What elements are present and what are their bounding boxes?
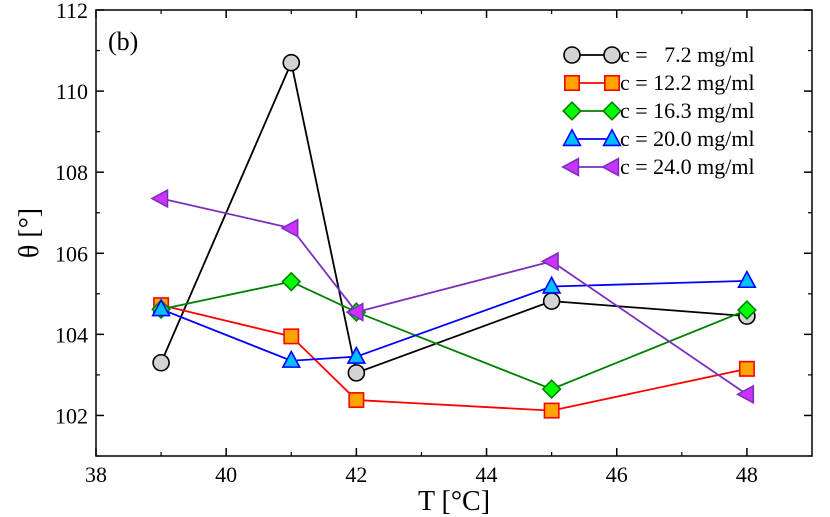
legend-label: c = 12.2 mg/ml	[620, 70, 755, 95]
x-tick-label: 46	[606, 462, 628, 487]
legend-entry: c = 24.0 mg/ml	[561, 154, 755, 179]
legend-marker	[562, 128, 582, 147]
data-point	[541, 275, 562, 294]
x-tick-label: 40	[215, 462, 237, 487]
data-point	[283, 328, 300, 345]
legend-marker	[602, 128, 622, 147]
x-tick-label: 48	[736, 462, 758, 487]
legend-marker	[561, 157, 580, 177]
y-tick-label: 104	[55, 322, 88, 347]
series-layer	[150, 53, 757, 419]
data-point	[282, 53, 301, 72]
data-point	[541, 379, 562, 400]
panel-label: (b)	[108, 27, 138, 56]
legend-marker	[603, 46, 621, 64]
legend-marker	[601, 157, 620, 177]
data-point	[736, 384, 755, 405]
data-point	[737, 269, 757, 289]
data-point	[738, 360, 755, 377]
x-tick-label: 42	[345, 462, 367, 487]
series-line	[160, 279, 747, 362]
data-point	[346, 345, 367, 364]
plot-frame	[95, 9, 813, 457]
legend-entry: c = 7.2 mg/ml	[563, 42, 755, 67]
legend-marker	[602, 101, 622, 121]
y-tick-label: 102	[55, 403, 88, 428]
series-5	[150, 188, 755, 405]
data-point	[736, 300, 757, 320]
axes-ticks: 38 40 42 44 46 48 102 104 106 108 110 112	[55, 0, 812, 487]
legend-label: c = 24.0 mg/ml	[620, 154, 755, 179]
series-2	[153, 297, 755, 419]
y-tick-label: 112	[56, 0, 88, 23]
x-axis-title: T [°C]	[418, 486, 490, 517]
data-point	[281, 271, 302, 292]
series-4	[151, 269, 757, 368]
data-point	[543, 402, 560, 419]
data-point	[540, 251, 559, 272]
y-tick-label: 110	[56, 79, 88, 104]
y-tick-label: 108	[55, 160, 88, 185]
legend-label: c = 16.3 mg/ml	[620, 98, 755, 123]
data-point	[280, 218, 299, 238]
y-axis-title: θ [°]	[14, 208, 45, 258]
data-point	[152, 353, 170, 372]
legend-entry: c = 20.0 mg/ml	[562, 126, 755, 151]
legend-marker	[563, 75, 580, 92]
data-point	[281, 349, 302, 368]
data-point	[348, 392, 365, 409]
legend-marker	[563, 46, 581, 64]
x-tick-label: 38	[85, 462, 107, 487]
legend-label: c = 7.2 mg/ml	[620, 42, 755, 67]
data-point	[150, 188, 169, 209]
legend-entry: c = 12.2 mg/ml	[563, 70, 755, 95]
data-point	[345, 302, 364, 322]
legend: c = 7.2 mg/ml c = 12.2 mg/ml c = 16.3 mg/m…	[561, 42, 755, 179]
series-3	[151, 271, 757, 400]
series-line	[160, 197, 748, 396]
data-point	[347, 364, 366, 382]
data-point	[151, 298, 171, 317]
x-tick-label: 44	[476, 462, 498, 487]
y-tick-label: 106	[55, 241, 88, 266]
legend-entry: c = 16.3 mg/ml	[562, 98, 755, 123]
legend-marker	[562, 101, 582, 121]
data-point	[542, 292, 561, 310]
legend-marker	[603, 75, 620, 92]
legend-label: c = 20.0 mg/ml	[620, 126, 755, 151]
